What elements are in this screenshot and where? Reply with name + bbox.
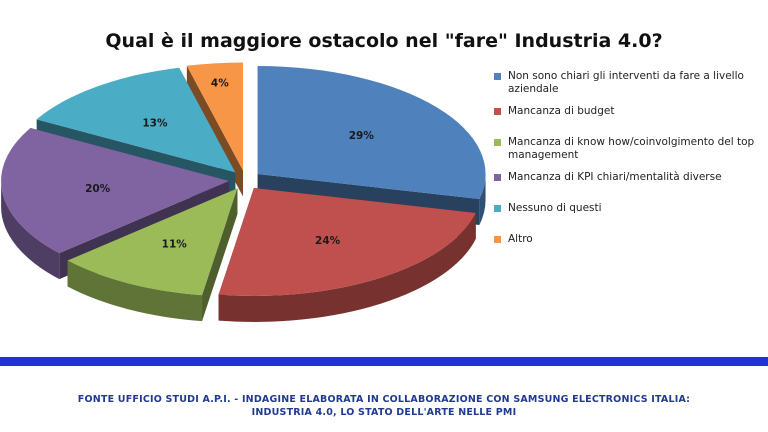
chart-title: Qual è il maggiore ostacolo nel "fare" I… (105, 30, 663, 52)
pie-slice-side (202, 188, 238, 322)
source-footer: FONTE UFFICIO STUDI A.P.I. - INDAGINE EL… (0, 393, 768, 419)
pie-slice (67, 188, 238, 322)
data-label: 24% (315, 235, 341, 247)
legend-item-altro: Altro (494, 233, 762, 246)
legend-label: Mancanza di budget (508, 105, 615, 117)
data-label: 4% (211, 78, 229, 90)
data-label: 11% (162, 238, 188, 250)
pie-slice-top (67, 188, 238, 296)
pie-slice (218, 187, 476, 322)
pie-slice-top (186, 62, 244, 171)
pie-slice-wall (67, 260, 203, 322)
pie-slice-top (1, 128, 230, 254)
legend-item-kpi: Mancanza di KPI chiari/mentalità diverse (494, 171, 762, 184)
data-label: 29% (349, 130, 375, 142)
legend-swatch (494, 236, 501, 243)
legend-label: Mancanza di KPI chiari/mentalità diverse (508, 171, 722, 183)
pie-slice-wall (1, 181, 60, 280)
pie-slice-top (36, 67, 236, 173)
legend-swatch (494, 139, 501, 146)
legend-swatch (494, 205, 501, 212)
legend-swatch (494, 108, 501, 115)
divider-bar (0, 357, 768, 366)
legend-item-budget: Mancanza di budget (494, 105, 762, 118)
pie-slice-wall (479, 174, 486, 226)
chart-legend: Non sono chiari gli interventi da fare a… (494, 70, 762, 255)
legend-item-know-how: Mancanza di know how/coinvolgimento del … (494, 136, 762, 162)
legend-swatch (494, 174, 501, 181)
legend-item-non-chiari: Non sono chiari gli interventi da fare a… (494, 70, 762, 96)
data-label: 13% (142, 118, 168, 130)
pie-slice-top (257, 66, 486, 200)
legend-swatch (494, 73, 501, 80)
legend-label: Nessuno di questi (508, 202, 602, 214)
legend-item-nessuno: Nessuno di questi (494, 202, 762, 215)
pie-chart: 29% 24% 11% 20% 13% 4% (1, 62, 486, 322)
footer-line-1: FONTE UFFICIO STUDI A.P.I. - INDAGINE EL… (77, 394, 691, 405)
data-label: 20% (85, 183, 111, 195)
pie-slice-top (218, 187, 476, 296)
legend-label: Mancanza di know how/coinvolgimento del … (508, 136, 755, 161)
legend-label: Altro (508, 233, 533, 245)
footer-line-2: INDUSTRIA 4.0, LO STATO DELL'ARTE NELLE … (251, 407, 517, 418)
legend-label: Non sono chiari gli interventi da fare a… (508, 70, 744, 95)
pie-slice-wall (218, 212, 476, 322)
